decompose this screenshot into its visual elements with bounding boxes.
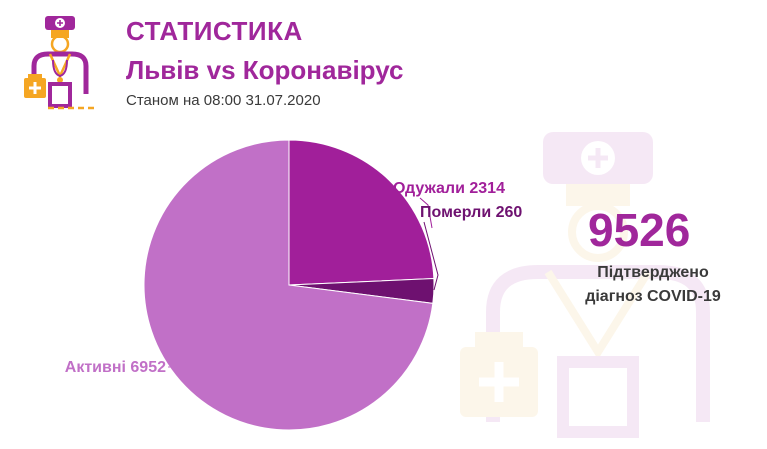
doctor-logo-icon <box>24 16 98 110</box>
pie-leader-line-1 <box>419 197 433 229</box>
pie-label-1: Одужали 2314 <box>393 180 505 197</box>
pie-label-3: Активні 6952 <box>65 359 166 376</box>
page-title: СТАТИСТИКА <box>126 16 303 46</box>
as-of-date: Станом на 08:00 31.07.2020 <box>126 92 321 109</box>
pie-slice-1 <box>288 139 435 286</box>
total-confirmed-label: Підтверджено діагноз COVID-19 <box>558 261 748 309</box>
total-label-line2: діагноз COVID-19 <box>585 288 721 305</box>
pie-leader-line-2 <box>423 221 439 291</box>
pie-label-2: Померли 260 <box>420 204 522 221</box>
doctor-watermark-icon <box>460 132 710 438</box>
pie-slice-3 <box>143 139 434 431</box>
total-confirmed-value: 9526 <box>588 204 691 256</box>
total-label-line1: Підтверджено <box>597 264 709 281</box>
page-subtitle: Львів vs Коронавірус <box>126 55 404 85</box>
pie-leader-line-3 <box>168 361 187 368</box>
